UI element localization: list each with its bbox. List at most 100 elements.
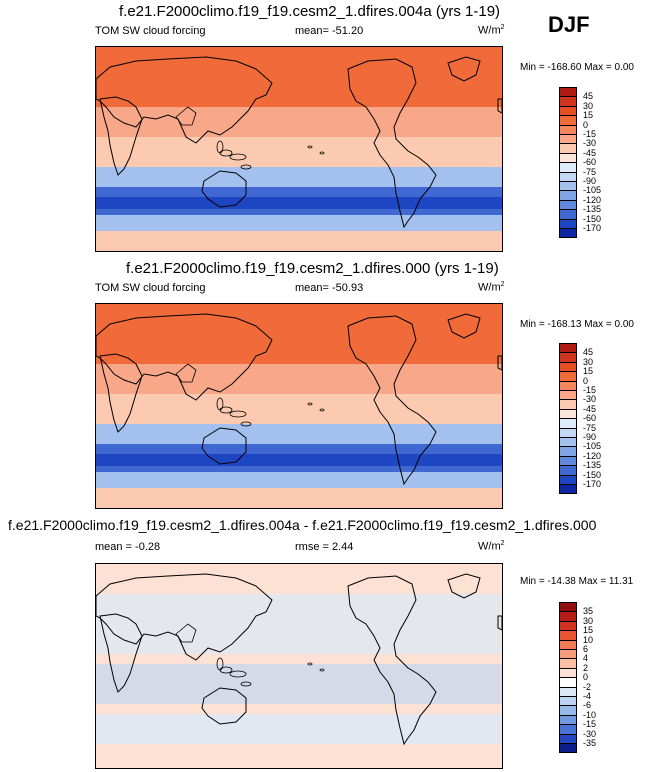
coastline (201, 427, 247, 465)
colorbar-label: -15 (583, 385, 597, 395)
colorbar-label: 30 (583, 356, 594, 367)
colorbar-label: 45 (583, 91, 594, 102)
field-band (96, 364, 502, 394)
panel1-map (95, 46, 503, 252)
panel2-mean: mean= -50.93 (295, 282, 364, 294)
colorbar-label: 30 (583, 615, 594, 626)
colorbar-label: -30 (583, 138, 597, 149)
colorbar-label: -60 (583, 413, 597, 424)
colorbar-label: 30 (583, 100, 594, 111)
panel1-field-label: TOM SW cloud forcing (95, 25, 206, 37)
island (307, 402, 313, 406)
island (216, 397, 224, 411)
coastline (347, 315, 437, 486)
colorbar-label: -75 (583, 422, 597, 433)
coastline (497, 355, 502, 371)
panel1-map-svg (96, 47, 502, 251)
panel3-mean: mean = -0.28 (95, 541, 161, 553)
inland-water (175, 106, 197, 126)
panel3-rmse: rmse = 2.44 (295, 541, 354, 553)
colorbar-label: -135 (583, 460, 602, 471)
island (307, 145, 313, 149)
colorbar-label: 0 (583, 119, 589, 130)
field-band (96, 488, 502, 508)
coastline (99, 96, 143, 176)
island (319, 151, 325, 155)
colorbar-box (559, 484, 577, 495)
island (229, 153, 247, 161)
island (216, 140, 224, 154)
island (240, 164, 252, 170)
field-band (96, 664, 502, 704)
colorbar-label: -30 (583, 394, 597, 405)
colorbar-label: -90 (583, 176, 597, 186)
colorbar-label: -135 (583, 204, 602, 215)
field-band (96, 424, 502, 446)
coastline (201, 687, 247, 725)
island (307, 662, 313, 666)
field-band (96, 215, 502, 231)
coastline (96, 313, 273, 401)
colorbar-label: -4 (583, 691, 592, 701)
coastline (497, 615, 502, 631)
panel3-map-svg (96, 564, 502, 768)
island (319, 408, 325, 412)
colorbar-label: -30 (583, 728, 597, 739)
colorbar-label: 10 (583, 634, 594, 645)
field-band (96, 167, 502, 189)
coastline (447, 56, 481, 82)
colorbar-label: -120 (583, 450, 602, 461)
coastline (96, 56, 273, 144)
coastline (99, 353, 143, 433)
panel2-title: f.e21.F2000climo.f19_f19.cesm2_1.dfires.… (126, 260, 499, 277)
island (229, 410, 247, 418)
panel3-title: f.e21.F2000climo.f19_f19.cesm2_1.dfires.… (8, 517, 597, 533)
island (216, 657, 224, 671)
panel1-title: f.e21.F2000climo.f19_f19.cesm2_1.dfires.… (119, 3, 501, 20)
colorbar-label: 0 (583, 672, 589, 683)
colorbar-label: 15 (583, 110, 594, 121)
colorbar-label: -105 (583, 185, 602, 196)
island (229, 670, 247, 678)
coastline (347, 58, 437, 229)
colorbar-label: -10 (583, 709, 597, 720)
colorbar-label: -170 (583, 479, 602, 489)
field-band (96, 107, 502, 137)
island (319, 668, 325, 672)
field-band (96, 472, 502, 488)
coastline (497, 98, 502, 114)
colorbar-label: 15 (583, 625, 594, 636)
coastline (447, 313, 481, 339)
colorbar-label: -150 (583, 469, 602, 480)
colorbar-label: 15 (583, 366, 594, 377)
field-band (96, 594, 502, 654)
season-label: DJF (548, 12, 590, 37)
colorbar-box (559, 743, 577, 754)
island (240, 421, 252, 427)
colorbar-box (559, 228, 577, 239)
colorbar-label: 45 (583, 347, 594, 358)
panel2-map-svg (96, 304, 502, 508)
colorbar-label: -45 (583, 147, 597, 158)
colorbar-label: -15 (583, 129, 597, 139)
colorbar-label: 6 (583, 644, 589, 654)
panel2-map (95, 303, 503, 509)
inland-water (175, 623, 197, 643)
field-band (96, 454, 502, 466)
field-band (96, 197, 502, 209)
panel2-minmax: Min = -168.13 Max = 0.00 (520, 319, 634, 330)
colorbar-label: -75 (583, 166, 597, 177)
panel2-field-label: TOM SW cloud forcing (95, 282, 206, 294)
field-band (96, 714, 502, 744)
coastline (201, 170, 247, 208)
colorbar-label: -60 (583, 157, 597, 168)
colorbar-label: 0 (583, 375, 589, 386)
panel2-units: W/m2 (478, 281, 505, 294)
coastline (99, 613, 143, 693)
panel3-map (95, 563, 503, 769)
colorbar-label: -150 (583, 213, 602, 224)
panel1-units: W/m2 (478, 24, 505, 37)
panel1-mean: mean= -51.20 (295, 25, 364, 37)
colorbar-label: -35 (583, 738, 597, 748)
colorbar-label: -90 (583, 432, 597, 442)
